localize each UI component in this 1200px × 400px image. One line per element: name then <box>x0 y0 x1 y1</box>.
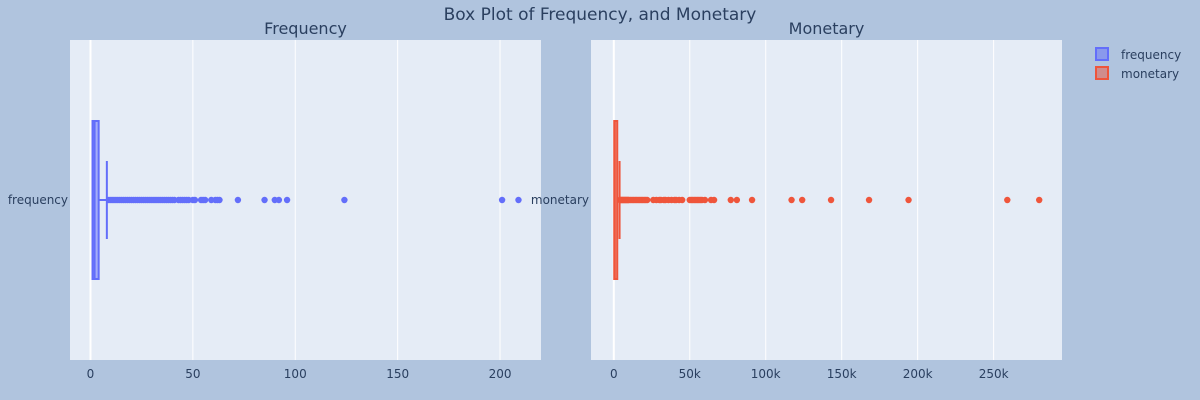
x-tick-label: 100k <box>751 367 781 381</box>
outlier-point[interactable] <box>191 196 199 204</box>
x-tick-label: 150 <box>386 367 409 381</box>
outlier-point[interactable] <box>710 196 718 204</box>
outlier-point[interactable] <box>1004 196 1011 204</box>
outlier-point[interactable] <box>678 196 686 204</box>
outlier-point[interactable] <box>748 196 756 204</box>
x-tick-label: 50 <box>185 367 200 381</box>
subplot-monetary: Monetary 0 50k 100k 150k 200k 250k monetary <box>531 19 1062 381</box>
outlier-point[interactable] <box>275 196 283 204</box>
outlier-point[interactable] <box>283 196 291 204</box>
outlier-point[interactable] <box>644 196 651 204</box>
legend[interactable]: frequency monetary <box>1095 47 1181 81</box>
outlier-point[interactable] <box>201 196 209 204</box>
outlier-point[interactable] <box>515 196 522 204</box>
x-tick-label: 200k <box>903 367 933 381</box>
outlier-point[interactable] <box>727 196 734 204</box>
x-tick-label: 0 <box>610 367 618 381</box>
y-category-label: frequency <box>8 193 68 207</box>
x-tick-label: 100 <box>284 367 307 381</box>
subplot-title: Frequency <box>264 19 347 38</box>
outlier-point[interactable] <box>341 196 348 204</box>
outlier-point[interactable] <box>733 196 741 204</box>
outlier-point[interactable] <box>234 196 242 204</box>
x-tick-label: 150k <box>827 367 857 381</box>
outlier-point[interactable] <box>498 196 506 204</box>
x-tick-label: 200 <box>489 367 512 381</box>
legend-swatch <box>1095 47 1109 61</box>
outlier-point[interactable] <box>216 196 223 204</box>
subplot-title: Monetary <box>789 19 865 38</box>
outlier-point[interactable] <box>905 196 912 204</box>
outlier-point[interactable] <box>701 196 709 204</box>
legend-label: monetary <box>1121 67 1179 81</box>
x-tick-label: 50k <box>679 367 701 381</box>
box-iqr[interactable] <box>91 120 100 280</box>
legend-item-frequency[interactable]: frequency <box>1095 47 1181 62</box>
legend-label: frequency <box>1121 48 1181 62</box>
outlier-point[interactable] <box>261 196 268 204</box>
outlier-point[interactable] <box>827 196 835 204</box>
outlier-point[interactable] <box>798 196 806 204</box>
y-category-label: monetary <box>531 193 589 207</box>
outlier-point[interactable] <box>788 196 795 204</box>
chart-title: Box Plot of Frequency, and Monetary <box>444 5 757 25</box>
x-tick-label: 0 <box>87 367 95 381</box>
legend-item-monetary[interactable]: monetary <box>1095 66 1179 81</box>
legend-swatch <box>1095 66 1109 80</box>
outlier-point[interactable] <box>1036 196 1043 204</box>
outlier-point[interactable] <box>865 196 873 204</box>
x-tick-label: 250k <box>979 367 1009 381</box>
subplot-frequency: Frequency 0 50 100 150 200 frequency <box>8 19 541 381</box>
